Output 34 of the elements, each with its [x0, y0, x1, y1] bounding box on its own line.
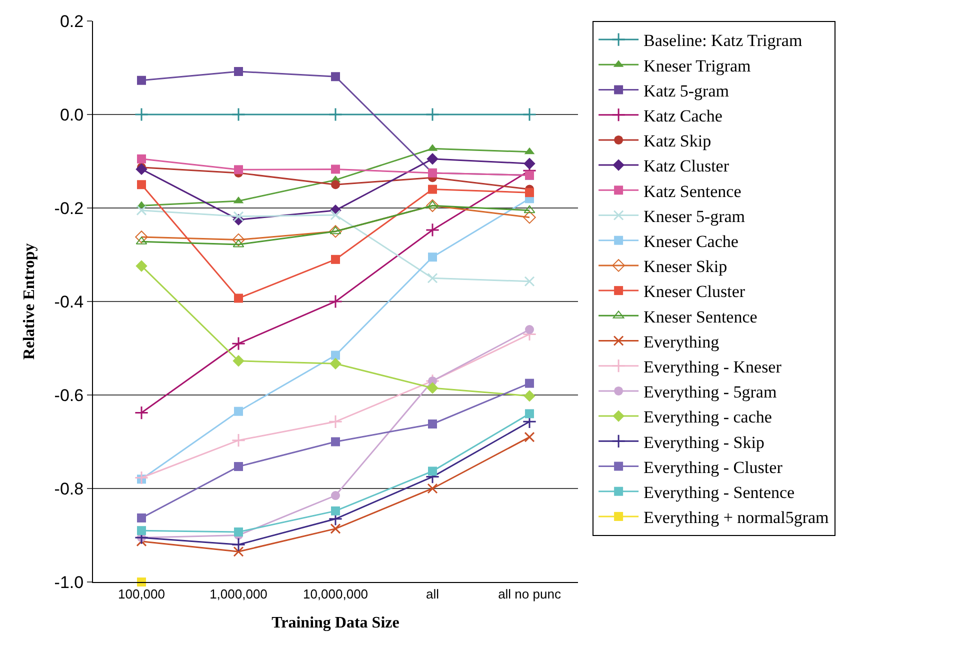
- legend-label: Kneser 5-gram: [644, 206, 746, 226]
- y-tick-label: -1.0: [54, 572, 84, 592]
- legend-label: Katz Sentence: [644, 182, 742, 201]
- legend-label: Kneser Cache: [644, 232, 738, 251]
- y-tick-label: 0.0: [60, 105, 84, 124]
- legend-label: Everything + normal5gram: [644, 508, 829, 528]
- x-tick-label: all no punc: [498, 586, 562, 602]
- x-tick-label: 100,000: [118, 586, 165, 602]
- legend-label: Katz Cache: [644, 106, 722, 126]
- x-tick-label: 10,000,000: [302, 586, 368, 602]
- legend-label: Everything - cache: [644, 408, 772, 427]
- legend-label: Baseline: Katz Trigram: [644, 31, 802, 50]
- y-axis-title: Relative Entropy: [21, 243, 38, 360]
- legend-label: Everything: [644, 332, 720, 352]
- legend-label: Everything - Cluster: [644, 458, 783, 477]
- legend-label: Katz 5-gram: [644, 81, 729, 100]
- legend-label: Kneser Skip: [644, 257, 728, 276]
- x-tick-label: all: [426, 586, 440, 602]
- x-tick-label: 1,000,000: [210, 586, 268, 602]
- y-tick-label: -0.6: [54, 386, 84, 405]
- y-tick-label: -0.2: [54, 198, 84, 218]
- legend-label: Kneser Cluster: [644, 282, 746, 302]
- legend-label: Katz Skip: [644, 132, 712, 151]
- x-axis-title: Training Data Size: [272, 614, 400, 632]
- legend-label: Katz Cluster: [644, 156, 730, 176]
- legend-label: Everything - Skip: [644, 432, 764, 452]
- y-tick-label: -0.8: [54, 479, 84, 498]
- legend-label: Everything - Sentence: [644, 482, 795, 502]
- legend-label: Everything - Kneser: [644, 357, 782, 376]
- legend-label: Kneser Trigram: [644, 56, 751, 76]
- y-tick-label: 0.2: [60, 12, 84, 31]
- y-tick-label: -0.4: [54, 292, 84, 312]
- legend-label: Everything - 5gram: [644, 382, 777, 402]
- legend-label: Kneser Sentence: [644, 307, 758, 326]
